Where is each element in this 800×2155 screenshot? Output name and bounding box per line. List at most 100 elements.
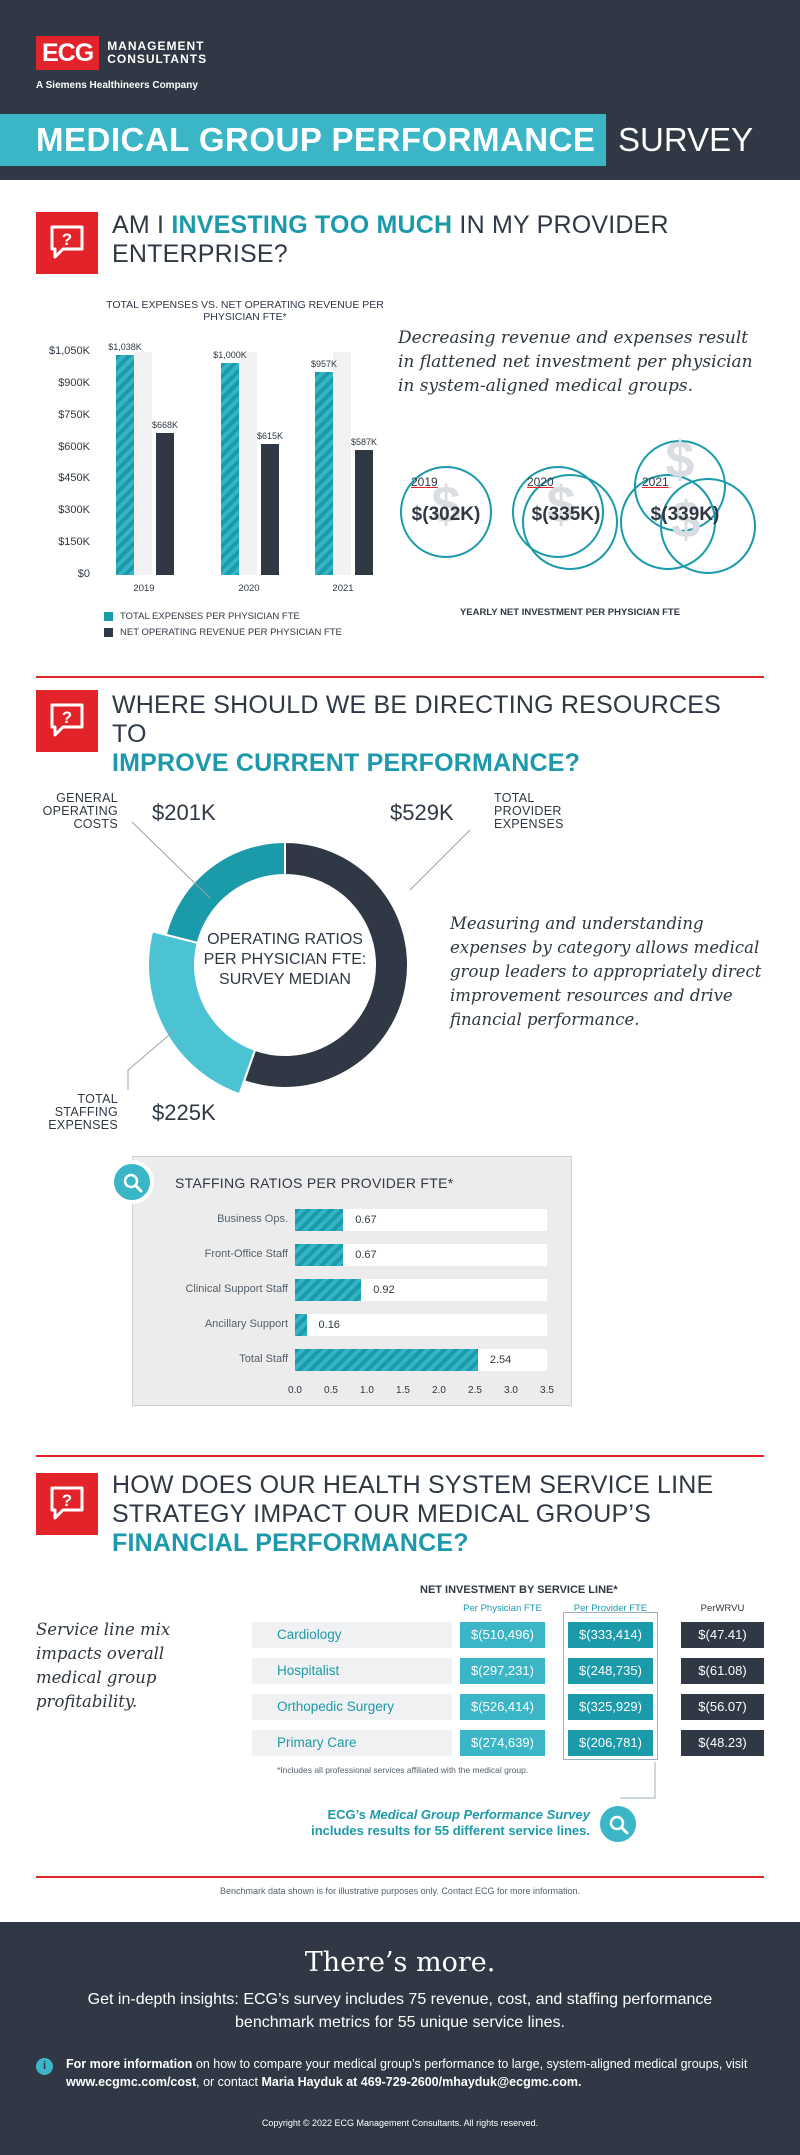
footer-info: For more information on how to compare y… xyxy=(66,2057,748,2089)
bar-net-revenue xyxy=(156,433,174,575)
service-row xyxy=(252,1658,452,1684)
bar-data-label: $1,000K xyxy=(213,349,247,360)
search-icon xyxy=(110,1160,154,1204)
y-tick-label: $0 xyxy=(77,568,90,580)
value-per-wrvu: $(56.07) xyxy=(681,1694,764,1720)
staffing-x-tick: 2.0 xyxy=(432,1385,446,1396)
dollar-icon: $ xyxy=(665,431,695,489)
staffing-row-bar xyxy=(295,1314,307,1336)
net-table-title: NET INVESTMENT BY SERVICE LINE* xyxy=(420,1584,618,1596)
net-year-2021: 2021 xyxy=(642,475,669,489)
bar-background xyxy=(333,352,351,575)
net-year-2019: 2019 xyxy=(411,475,438,489)
staffing-row-label: Ancillary Support xyxy=(204,1318,288,1330)
chat-question-icon: ? xyxy=(36,1473,98,1535)
title-band: MEDICAL GROUP PERFORMANCE SURVEY xyxy=(0,114,800,166)
bar-background xyxy=(239,352,257,575)
staffing-row-track xyxy=(295,1209,547,1231)
staffing-row-label: Total Staff xyxy=(239,1353,288,1365)
callout-text: ECG’s Medical Group Performance Survey i… xyxy=(311,1807,590,1838)
service-name: Orthopedic Surgery xyxy=(277,1699,395,1714)
dollar-icon: $ xyxy=(546,476,576,534)
leader-line xyxy=(409,829,471,891)
net-circle-2021-c xyxy=(660,478,756,574)
staffing-row-bar xyxy=(295,1279,362,1301)
staffing-row-bar xyxy=(295,1244,344,1266)
service-row xyxy=(252,1694,452,1720)
donut-chart xyxy=(127,821,471,1096)
staffing-row-value: 2.54 xyxy=(489,1354,512,1366)
section2-note: Measuring and understanding expenses by … xyxy=(450,914,762,1029)
net-circle-2019 xyxy=(400,466,492,558)
staffing-row-value: 0.16 xyxy=(318,1319,340,1331)
site-link[interactable]: www.ecgmc.com/cost xyxy=(66,2075,197,2089)
ecg-logo[interactable]: ECG MANAGEMENT CONSULTANTS xyxy=(36,36,207,70)
net-value-2019: $(302K) xyxy=(411,504,481,525)
chat-question-icon: ? xyxy=(36,690,98,752)
legend-revenue: NET OPERATING REVENUE PER PHYSICIAN FTE xyxy=(120,627,342,638)
chart-title: TOTAL EXPENSES VS. NET OPERATING REVENUE… xyxy=(106,299,384,323)
staffing-row-label: Front-Office Staff xyxy=(204,1248,288,1260)
net-year-2020: 2020 xyxy=(527,475,554,489)
donut-label-staffing: TOTAL STAFFING EXPENSES xyxy=(48,1092,118,1132)
y-tick-label: $750K xyxy=(58,408,90,421)
bar-total-expenses xyxy=(315,371,333,575)
section2-heading: WHERE SHOULD WE BE DIRECTING RESOURCES T… xyxy=(112,691,722,777)
value-per-provider: $(325,929) xyxy=(568,1694,653,1720)
svg-text:?: ? xyxy=(62,708,72,727)
donut-slice xyxy=(164,840,286,945)
staffing-x-tick: 3.5 xyxy=(540,1385,554,1396)
search-icon xyxy=(596,1802,640,1846)
col-per-provider: Per Provider FTE xyxy=(573,1603,648,1614)
staffing-row-bar xyxy=(295,1209,344,1231)
bar-net-revenue xyxy=(261,444,279,575)
bar-data-label: $1,038K xyxy=(108,341,142,352)
bar-data-label: $668K xyxy=(151,420,179,431)
info-icon: i xyxy=(36,2058,53,2075)
chat-question-icon: ? xyxy=(36,212,98,274)
net-value-2021: $(339K) xyxy=(650,504,720,525)
bar-background xyxy=(134,352,152,575)
x-tick-label: 2019 xyxy=(133,583,155,594)
bar-net-revenue xyxy=(355,450,373,575)
section1-note: Decreasing revenue and expenses result i… xyxy=(398,328,753,396)
staffing-x-tick: 2.5 xyxy=(468,1385,482,1396)
logo-mark: ECG xyxy=(36,36,100,70)
bar-data-label: $615K xyxy=(256,431,284,442)
staffing-x-tick: 1.5 xyxy=(396,1385,410,1396)
staffing-row-label: Business Ops. xyxy=(217,1213,288,1225)
value-per-provider: $(206,781) xyxy=(568,1730,653,1756)
y-tick-label: $150K xyxy=(58,536,90,549)
section3-heading: HOW DOES OUR HEALTH SYSTEM SERVICE LINE … xyxy=(112,1471,714,1557)
logo-line2: CONSULTANTS xyxy=(107,52,208,66)
copyright: Copyright © 2022 ECG Management Consulta… xyxy=(261,2118,539,2128)
logo-line1: MANAGEMENT xyxy=(107,39,205,53)
legend-swatch-expenses xyxy=(104,612,113,621)
service-row xyxy=(252,1730,452,1756)
contact-link[interactable]: Maria Hayduk at 469-729-2600/mhayduk@ecg… xyxy=(261,2075,582,2089)
bar-total-expenses xyxy=(221,362,239,575)
staffing-row-value: 0.67 xyxy=(355,1249,377,1261)
staffing-row-value: 0.92 xyxy=(373,1284,395,1296)
value-per-physician: $(510,496) xyxy=(460,1622,545,1648)
section3-note: Service line mix impacts overall medical… xyxy=(36,1620,171,1711)
divider xyxy=(36,1876,764,1878)
value-per-physician: $(297,231) xyxy=(460,1658,545,1684)
donut-value-provider: $529K xyxy=(390,800,454,825)
svg-text:?: ? xyxy=(62,1491,72,1510)
y-tick-label: $600K xyxy=(58,440,90,453)
footer-band xyxy=(0,1922,800,2155)
callout-line xyxy=(620,1762,656,1799)
y-tick-label: $1,050K xyxy=(49,345,90,357)
section1-heading: AM I INVESTING TOO MUCH IN MY PROVIDER E… xyxy=(112,211,669,268)
value-per-provider: $(248,735) xyxy=(568,1658,653,1684)
value-per-provider: $(333,414) xyxy=(568,1622,653,1648)
net-caption: YEARLY NET INVESTMENT PER PHYSICIAN FTE xyxy=(459,607,681,618)
donut-value-general: $201K xyxy=(152,800,216,825)
value-per-wrvu: $(47.41) xyxy=(681,1622,764,1648)
service-name: Primary Care xyxy=(277,1735,357,1750)
x-tick-label: 2021 xyxy=(332,583,354,594)
donut-label-provider: TOTAL PROVIDER EXPENSES xyxy=(494,791,564,831)
svg-text:?: ? xyxy=(62,230,72,249)
benchmark-note: Benchmark data shown is for illustrative… xyxy=(220,1886,580,1896)
